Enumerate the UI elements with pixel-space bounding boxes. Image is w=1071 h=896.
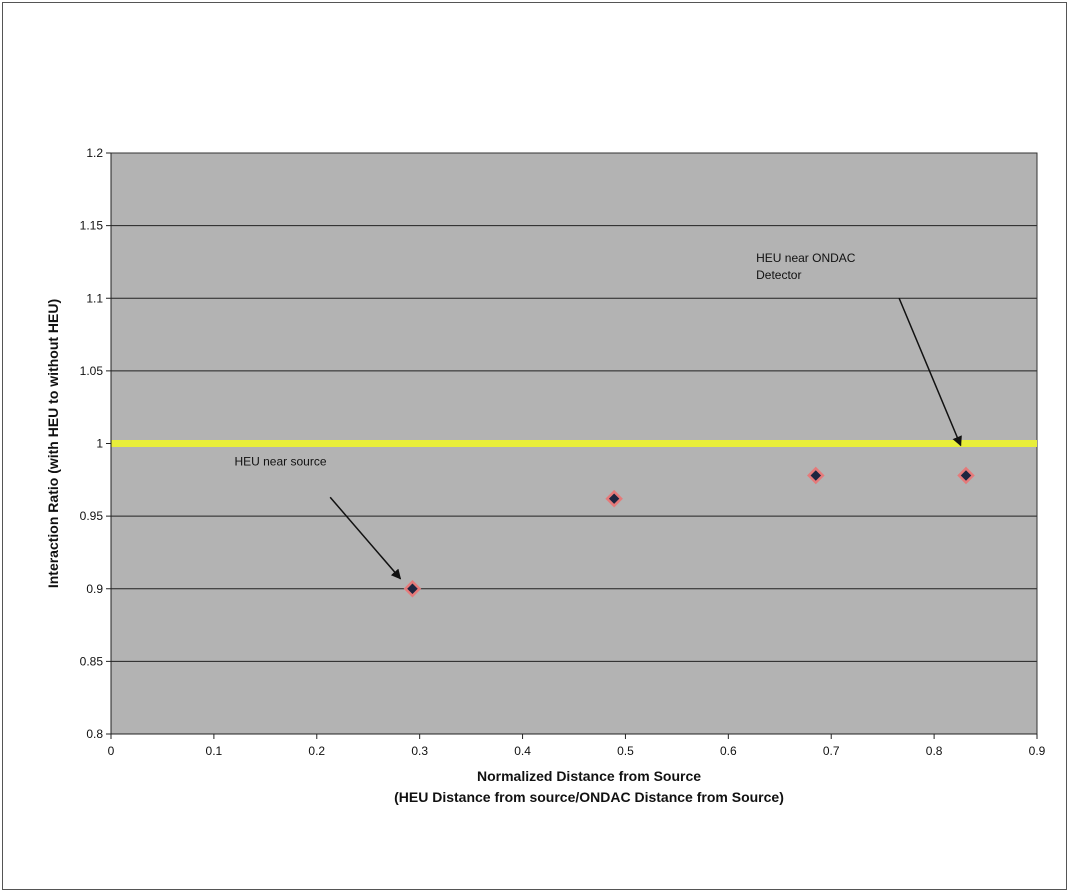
data-point-marker [403, 579, 422, 598]
annotation-heu-near-source: HEU near source [234, 454, 326, 468]
y-tick-labels: 0.8 0.85 0.9 0.95 1 1.05 1.1 1.15 1.2 [80, 146, 104, 741]
y-tick-label: 0.85 [80, 654, 104, 668]
axes [106, 152, 1038, 739]
y-tick-label: 1 [96, 437, 103, 451]
x-tick-label: 0.1 [206, 744, 223, 758]
x-tick-label: 0.5 [617, 744, 634, 758]
x-tick-label: 0.6 [720, 744, 737, 758]
annotation-line: Detector [756, 268, 801, 282]
x-tick-label: 0.9 [1029, 744, 1046, 758]
annotation-arrows [329, 297, 962, 580]
annotation-heu-near-ondac: HEU near ONDAC Detector [756, 251, 856, 282]
y-axis-title: Interaction Ratio (with HEU to without H… [45, 299, 61, 588]
arrow-heu-near-ondac [898, 297, 962, 447]
x-tick-label: 0 [108, 744, 115, 758]
data-point-marker [605, 489, 623, 508]
arrow-heu-near-source [329, 496, 402, 580]
y-tick-label: 0.9 [86, 582, 103, 596]
annotation-line: HEU near ONDAC [756, 251, 856, 265]
x-tick-label: 0.8 [926, 744, 943, 758]
y-tick-label: 1.15 [80, 219, 104, 233]
y-tick-label: 1.05 [80, 364, 104, 378]
x-tick-label: 0.7 [823, 744, 840, 758]
x-axis-subtitle: (HEU Distance from source/ONDAC Distance… [394, 789, 784, 805]
x-tick-labels: 0 0.1 0.2 0.3 0.4 0.5 0.6 0.7 0.8 0.9 [108, 744, 1046, 758]
data-points [403, 466, 975, 598]
data-point-marker [957, 466, 975, 485]
scatter-chart: 0.8 0.85 0.9 0.95 1 1.05 1.1 1.15 1.2 0 0.1 0.2 0.3… [45, 146, 1046, 805]
x-tick-label: 0.2 [308, 744, 325, 758]
annotations: HEU near source HEU near ONDAC Detector [234, 251, 855, 468]
y-tick-label: 1.2 [86, 146, 103, 160]
x-tick-label: 0.3 [411, 744, 428, 758]
x-tick-label: 0.4 [514, 744, 531, 758]
data-point-marker [807, 466, 825, 485]
y-tick-label: 1.1 [86, 291, 103, 305]
y-tick-label: 0.8 [86, 727, 103, 741]
x-axis-title: Normalized Distance from Source [477, 768, 701, 784]
y-tick-label: 0.95 [80, 509, 104, 523]
